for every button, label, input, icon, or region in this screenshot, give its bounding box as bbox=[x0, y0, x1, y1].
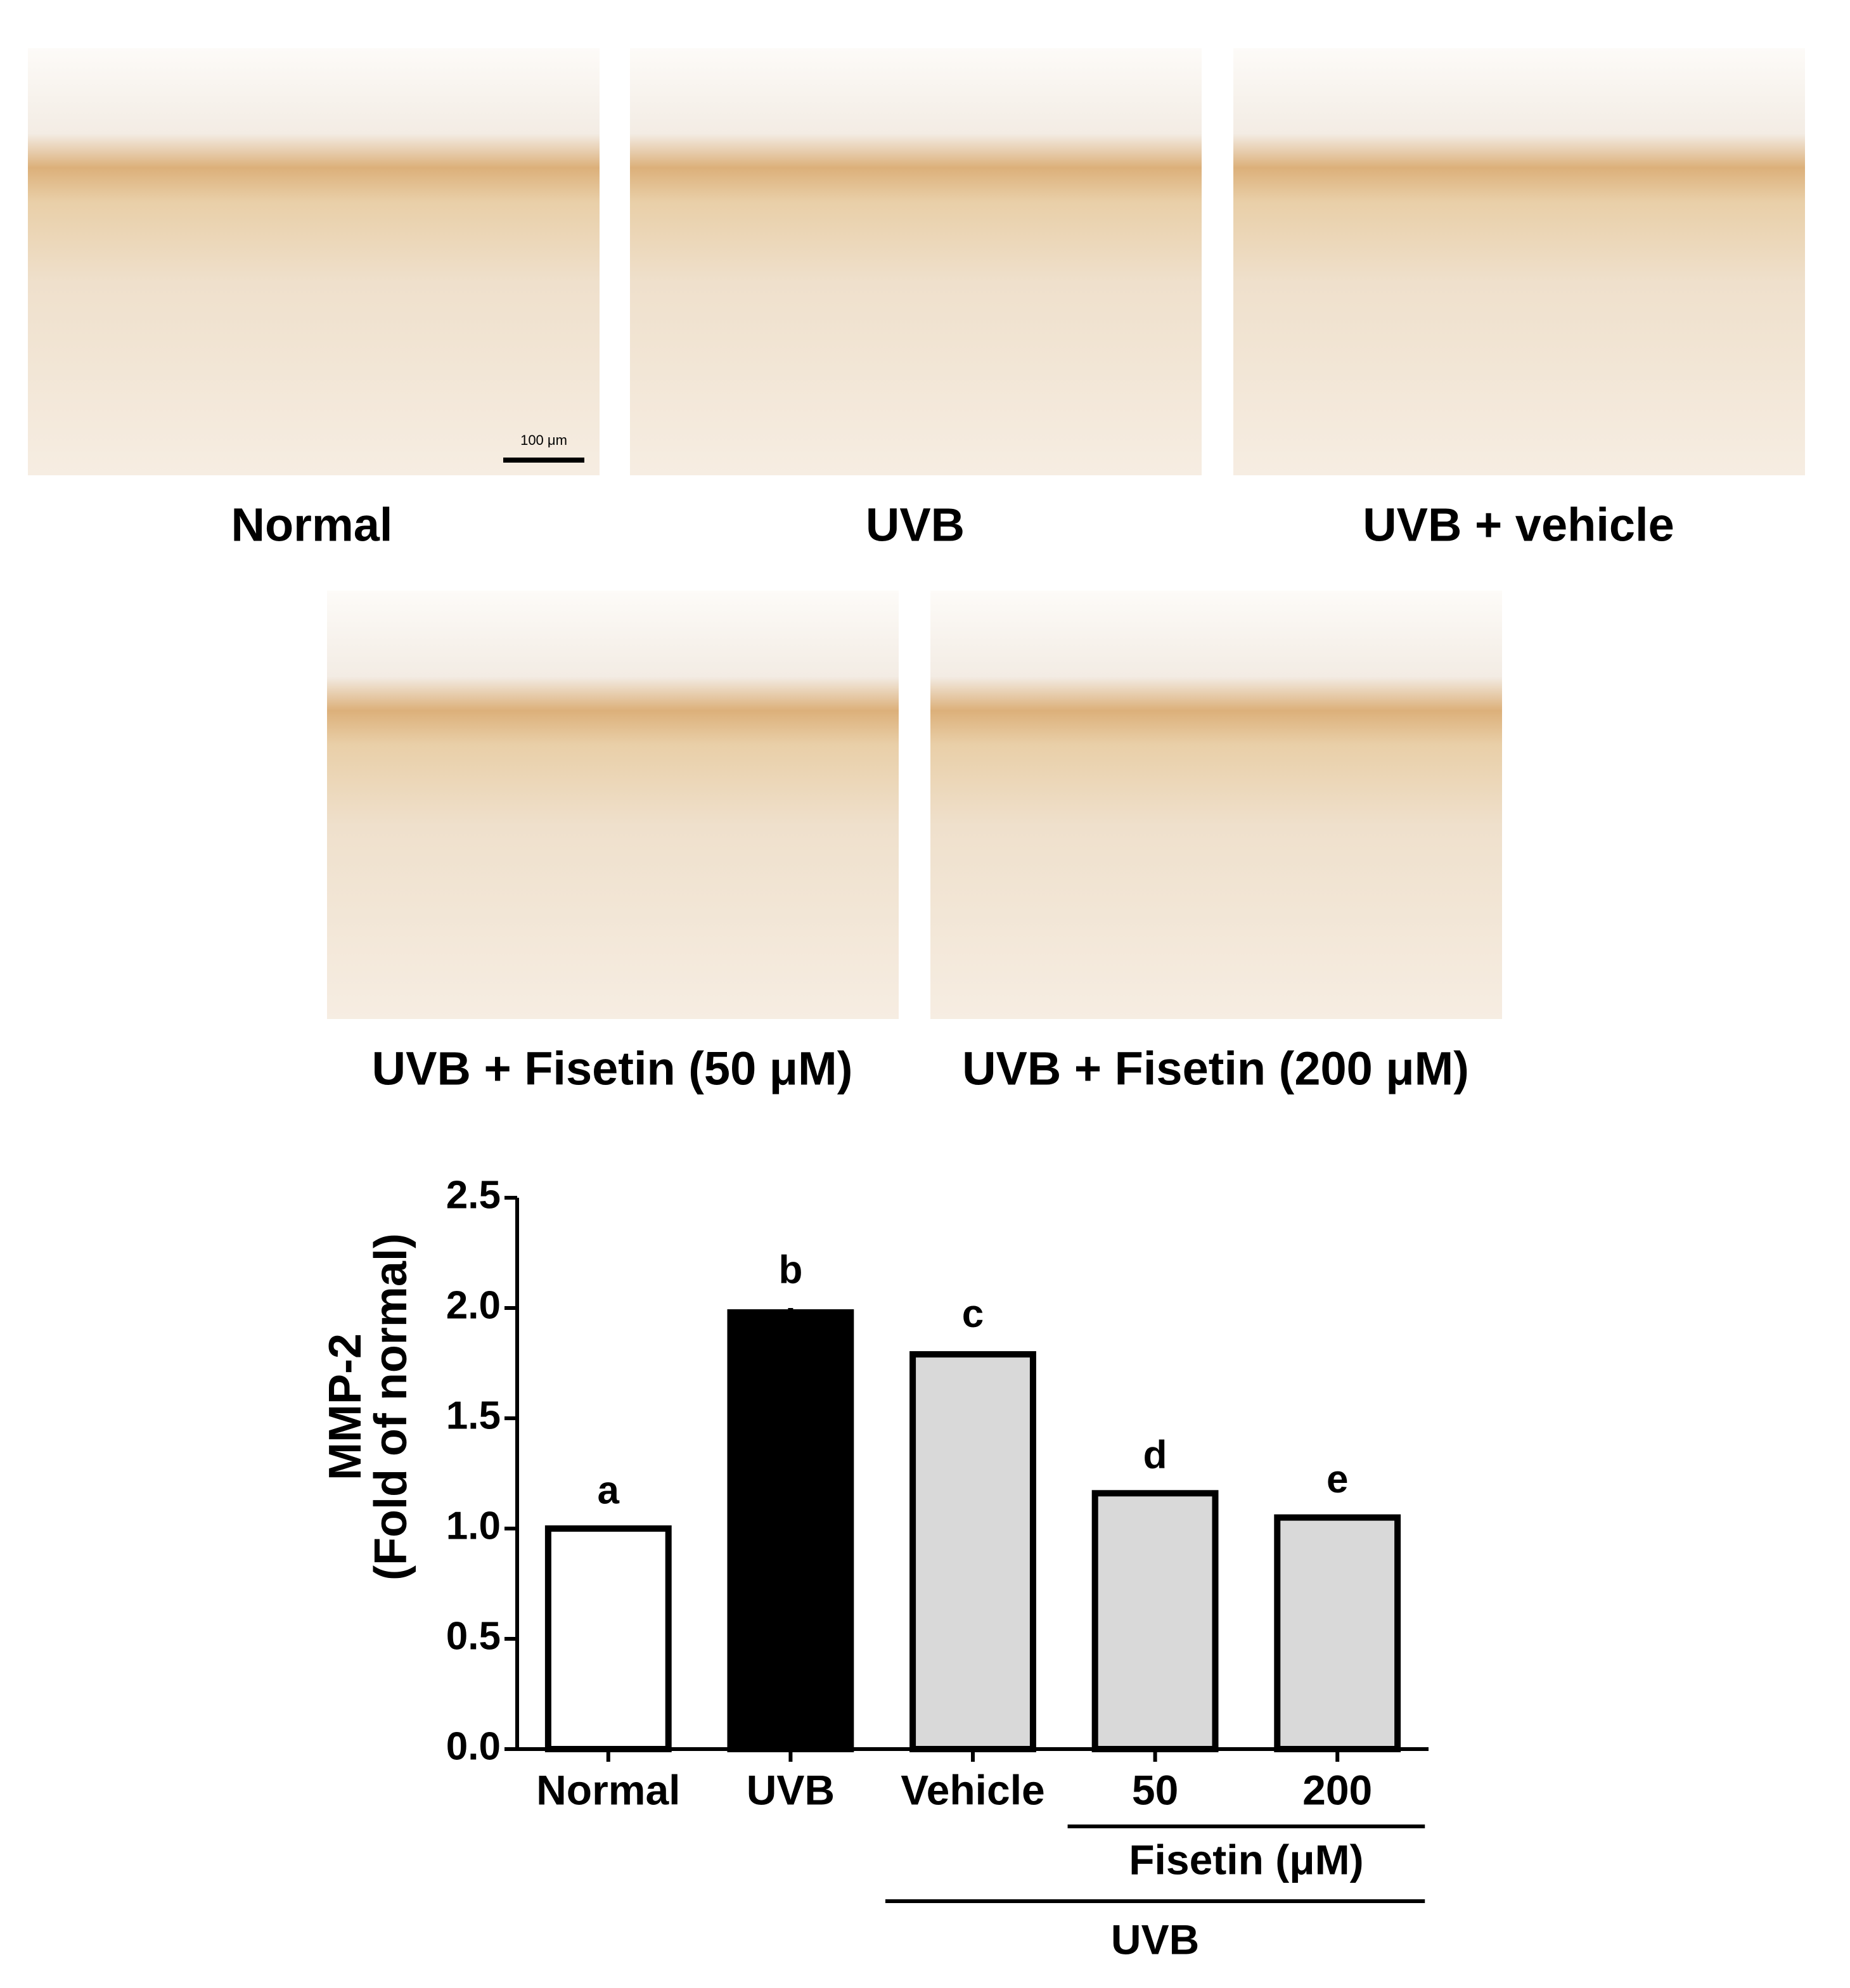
annotation: a bbox=[598, 1468, 620, 1512]
x-tick-label: Normal bbox=[536, 1766, 680, 1813]
y-tick-label: 0.0 bbox=[446, 1724, 501, 1768]
y-axis-label: (Fold of normal) bbox=[366, 1233, 416, 1581]
histology-image bbox=[28, 48, 600, 475]
scale-bar-label: 100 μm bbox=[520, 432, 567, 448]
histology-image bbox=[630, 48, 1202, 475]
annotation: d bbox=[1143, 1433, 1167, 1477]
histology-image bbox=[1233, 48, 1805, 475]
x-tick-label: 200 bbox=[1302, 1766, 1372, 1813]
bar bbox=[544, 1525, 672, 1752]
histology-images: 100 μm bbox=[28, 48, 1805, 1019]
x-tick-label: Vehicle bbox=[901, 1766, 1045, 1813]
panel-label: Normal bbox=[231, 499, 393, 551]
panel-label: UVB + Fisetin (50 μM) bbox=[372, 1042, 853, 1095]
bar bbox=[1091, 1490, 1219, 1753]
bar bbox=[1274, 1514, 1401, 1753]
panel-label: UVB bbox=[866, 499, 965, 551]
histology-image bbox=[327, 591, 899, 1019]
y-tick-label: 1.0 bbox=[446, 1504, 501, 1548]
bar bbox=[727, 1309, 854, 1752]
histology-image bbox=[930, 591, 1502, 1019]
y-tick-label: 1.5 bbox=[446, 1394, 501, 1437]
y-tick-label: 0.5 bbox=[446, 1614, 501, 1658]
annotation: e bbox=[1326, 1458, 1348, 1501]
panel-label: UVB + Fisetin (200 μM) bbox=[962, 1042, 1469, 1095]
x-tick-label: UVB bbox=[747, 1766, 835, 1813]
bar bbox=[909, 1351, 1036, 1753]
x-tick-label: 50 bbox=[1132, 1766, 1178, 1813]
y-axis-label: MMP-2 bbox=[320, 1333, 371, 1480]
annotation: b bbox=[778, 1248, 802, 1292]
y-tick-label: 2.5 bbox=[446, 1173, 501, 1217]
y-tick-label: 2.0 bbox=[446, 1283, 501, 1327]
panel-label: UVB + vehicle bbox=[1363, 499, 1674, 551]
group-label: Fisetin (μM) bbox=[1129, 1836, 1363, 1883]
group-label: UVB bbox=[1111, 1916, 1199, 1963]
annotation: c bbox=[962, 1292, 984, 1336]
